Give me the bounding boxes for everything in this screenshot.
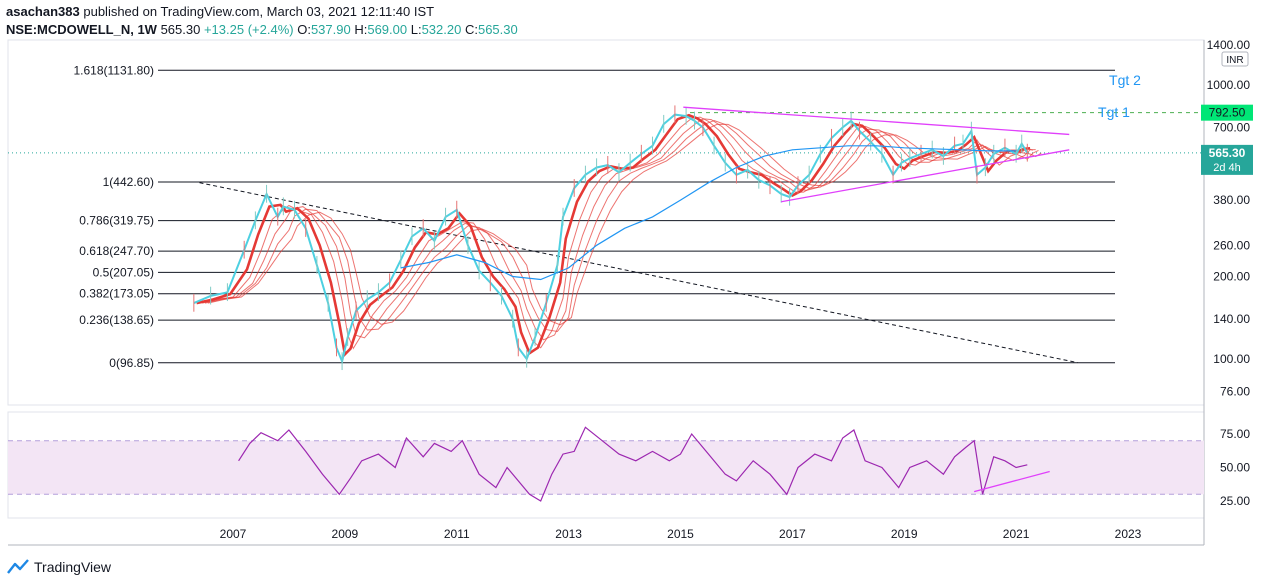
ema-ribbon-line [204,119,1039,333]
rsi-axis-tick: 75.00 [1220,427,1250,441]
fib-level-label: 0.618(247.70) [79,244,154,258]
last-price-label: 565.30 [1209,146,1246,160]
rsi-trendline[interactable] [974,470,1050,493]
price-change: +13.25 (+2.4%) [203,22,294,37]
symbol-name[interactable]: NSE:MCDOWELL_N, 1W [6,22,157,37]
sma-200-line [400,145,1017,281]
tradingview-brand[interactable]: TradingView [6,558,111,576]
tradingview-logo-icon [7,559,29,574]
target-1-label[interactable]: Tgt 1 [1098,104,1130,120]
time-axis-tick: 2017 [779,527,806,541]
fib-level-label: 0.5(207.05) [93,265,154,279]
author-name[interactable]: asachan383 [6,4,80,19]
long-term-trendline[interactable] [199,182,1078,364]
rsi-band [8,440,1204,495]
time-axis-tick: 2007 [220,527,247,541]
rsi-axis-tick: 25.00 [1220,494,1250,508]
currency-badge[interactable] [1221,51,1249,67]
brand-name: TradingView [34,559,112,575]
price-axis-tick: 380.00 [1213,193,1250,207]
price-series-line[interactable] [193,113,1029,365]
lower-triangle-trendline[interactable] [781,149,1070,203]
fib-level-label: 0(96.85) [109,356,154,370]
price-axis-tick: 76.00 [1220,385,1250,399]
target-2-label[interactable]: Tgt 2 [1109,72,1141,88]
fib-level-label: 0.382(173.05) [79,287,154,301]
time-axis-tick: 2015 [667,527,694,541]
published-text: published on TradingView.com, March 03, … [83,4,435,19]
ohlc-values: O:537.90 H:569.00 L:532.20 C:565.30 [297,22,518,37]
time-axis-tick: 2023 [1115,527,1142,541]
last-price: 565.30 [160,22,201,37]
fib-level-label: 0.236(138.65) [79,313,154,327]
price-axis-tick: 260.00 [1213,238,1250,252]
price-axis-tick: 100.00 [1213,352,1250,366]
price-axis-tick: 140.00 [1213,312,1250,326]
last-price-tag [1201,144,1253,175]
ema-ribbon-line [202,118,1036,341]
rsi-line[interactable] [238,426,1028,502]
fib-level-label: 1(442.60) [103,175,154,189]
price-panel-frame [7,39,1205,406]
upper-triangle-trendline[interactable] [683,106,1070,136]
target-price-tag [1201,104,1253,121]
price-axis-tick: 1400.00 [1207,38,1251,52]
currency-label: INR [1226,55,1243,66]
time-axis-tick: 2019 [891,527,918,541]
fib-level-label: 1.618(1131.80) [73,63,154,77]
symbol-line: NSE:MCDOWELL_N, 1W 565.30 +13.25 (+2.4%)… [6,22,518,37]
target-price-label: 792.50 [1209,106,1246,120]
publisher-line: asachan383 published on TradingView.com,… [6,4,434,19]
bar-countdown-label: 2d 4h [1213,162,1241,174]
fib-level-label: 0.786(319.75) [79,214,154,228]
time-axis-tick: 2021 [1003,527,1030,541]
ema-ribbon-line [207,123,1042,326]
price-axis-tick: 700.00 [1213,120,1250,134]
price-axis-tick: 200.00 [1213,270,1250,284]
rsi-axis-tick: 50.00 [1220,461,1250,475]
time-axis-tick: 2013 [555,527,582,541]
time-axis-tick: 2011 [444,527,470,541]
time-axis-tick: 2009 [332,527,359,541]
price-axis-tick: 1000.00 [1207,78,1251,92]
